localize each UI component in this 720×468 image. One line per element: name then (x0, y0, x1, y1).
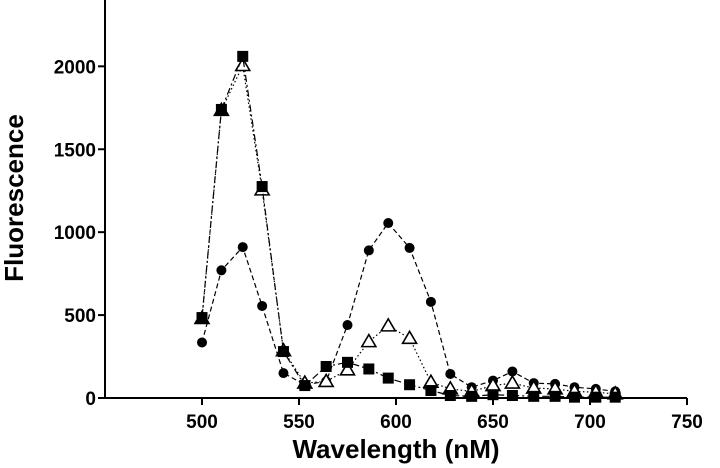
data-point (487, 389, 499, 401)
y-tick-label: 2000 (54, 57, 96, 78)
data-point (342, 356, 353, 368)
data-point (383, 218, 394, 229)
data-point (237, 242, 248, 253)
data-point (528, 390, 540, 402)
data-point (278, 368, 289, 379)
data-point (196, 312, 208, 324)
y-tick-label: 1500 (54, 140, 96, 161)
data-point (360, 333, 378, 348)
data-point (363, 245, 374, 256)
data-point (317, 372, 335, 388)
data-point (342, 320, 353, 331)
data-point (257, 300, 268, 311)
x-tick-label: 500 (186, 412, 218, 433)
series-triangle-open (193, 56, 624, 400)
x-axis-title: Wavelength (nM) (292, 434, 499, 464)
y-tick-label: 1000 (54, 223, 96, 244)
data-point (404, 379, 416, 391)
data-point (444, 390, 456, 402)
data-point (216, 265, 227, 276)
y-tick-label: 500 (64, 306, 96, 327)
series-line (201, 63, 616, 395)
data-point (215, 103, 227, 115)
x-tick-label: 600 (380, 412, 412, 433)
data-point (379, 317, 397, 332)
data-point (506, 390, 518, 402)
data-point (401, 329, 418, 345)
y-tick-label: 0 (85, 389, 96, 410)
y-axis-title: Fluorescence (0, 114, 29, 282)
data-point (277, 346, 289, 358)
series-circle-filled (197, 218, 621, 397)
ticks: 500 550 600 650 700 750 0 500 1000 1500 2000 (54, 57, 703, 433)
axes (104, 0, 687, 399)
data-point (549, 390, 561, 402)
x-tick-label: 550 (283, 412, 315, 433)
data-point (256, 181, 268, 193)
x-tick-label: 700 (574, 412, 606, 433)
x-tick-label: 750 (671, 412, 703, 433)
series-square-filled (196, 50, 621, 403)
data-point (445, 368, 456, 379)
data-point (504, 374, 521, 389)
data-point (425, 296, 436, 307)
data-point (339, 361, 356, 376)
data-point (507, 366, 518, 377)
data-point (425, 385, 437, 397)
data-point (466, 390, 478, 402)
plot-area (193, 50, 624, 403)
data-point (197, 337, 207, 348)
data-point (382, 372, 394, 384)
x-tick-label: 650 (477, 412, 509, 433)
series-line (201, 54, 616, 398)
data-point (404, 242, 415, 253)
data-point (320, 360, 332, 372)
data-point (237, 50, 249, 62)
data-point (299, 380, 311, 392)
data-point (363, 363, 375, 375)
